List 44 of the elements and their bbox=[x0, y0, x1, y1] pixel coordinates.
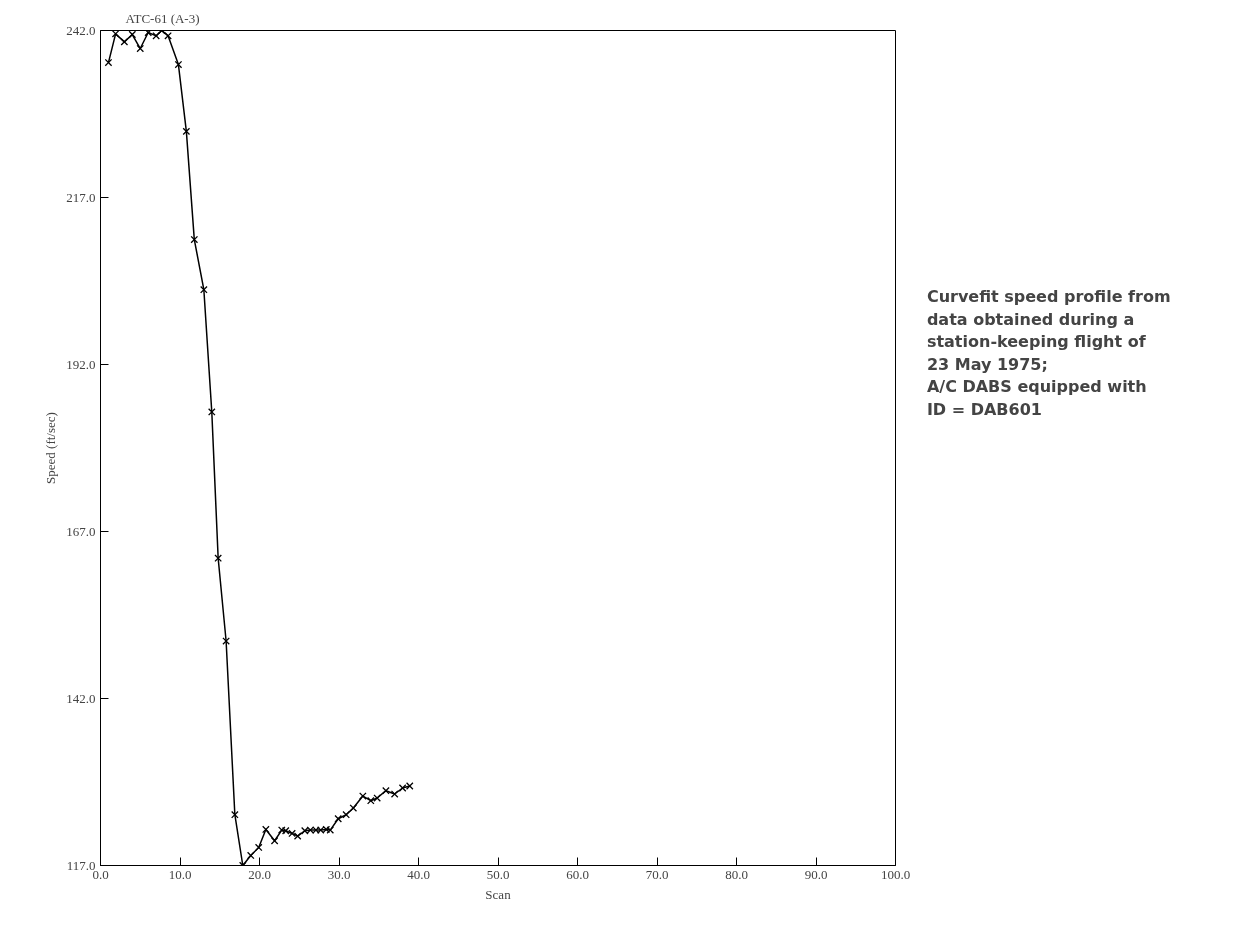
y-tick-label: 242.0 bbox=[66, 22, 96, 38]
x-tick-label: 50.0 bbox=[486, 866, 510, 882]
text: 23 May 1975; bbox=[926, 354, 1048, 374]
y-tick-label: 142.0 bbox=[66, 690, 96, 706]
text: ID = DAB601 bbox=[926, 399, 1042, 419]
x-tick-label: 90.0 bbox=[804, 866, 828, 882]
x-tick-label: 100.0 bbox=[880, 866, 911, 882]
point bbox=[144, 30, 153, 37]
text: Curvefit speed profile from bbox=[926, 287, 1171, 307]
text: station-keeping flight of bbox=[926, 332, 1147, 352]
x-tick-label: 80.0 bbox=[725, 866, 748, 882]
x-tick-label: 70.0 bbox=[645, 866, 669, 882]
y-axis-title: Speed (ft/sec) bbox=[43, 412, 59, 484]
point bbox=[207, 408, 216, 416]
text: A/C DABS equipped with bbox=[926, 377, 1147, 397]
x-tick-label: 40.0 bbox=[407, 866, 430, 882]
point bbox=[231, 810, 239, 819]
y-tick-label: 192.0 bbox=[66, 356, 96, 372]
point bbox=[200, 285, 208, 294]
point bbox=[262, 825, 270, 834]
x-tick-label: 60.0 bbox=[566, 866, 589, 882]
point bbox=[342, 810, 350, 819]
point bbox=[390, 790, 399, 798]
point bbox=[136, 44, 145, 53]
chart-title: ATC-61 (A-3) bbox=[125, 10, 200, 26]
point bbox=[277, 826, 286, 834]
point bbox=[359, 792, 367, 800]
y-tick-label: 167.0 bbox=[66, 523, 96, 539]
point bbox=[128, 30, 137, 39]
x-tick-label: 20.0 bbox=[248, 866, 271, 882]
y-tick-label: 217.0 bbox=[66, 189, 96, 205]
x-axis-title: Scan bbox=[485, 886, 512, 902]
x-tick-label: 10.0 bbox=[168, 866, 192, 882]
point bbox=[246, 851, 255, 860]
x-tick-label: 30.0 bbox=[327, 866, 351, 882]
point bbox=[111, 30, 120, 38]
point bbox=[349, 804, 358, 812]
point bbox=[382, 786, 390, 795]
point bbox=[120, 38, 129, 46]
point bbox=[254, 843, 263, 852]
point bbox=[164, 32, 172, 40]
text: data obtained during a bbox=[926, 309, 1135, 329]
point bbox=[190, 235, 199, 244]
point bbox=[270, 836, 279, 845]
